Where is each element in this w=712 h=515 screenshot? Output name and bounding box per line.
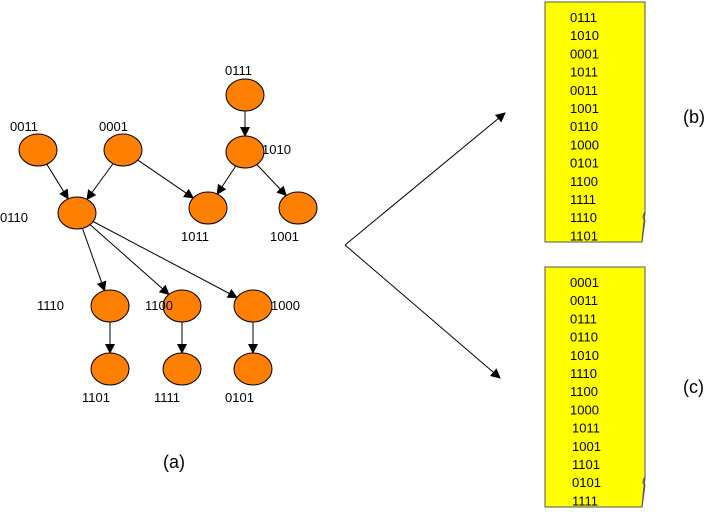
arrow-to-b <box>344 112 506 246</box>
node-label: 1010 <box>262 142 291 157</box>
node-label: 1001 <box>270 229 299 244</box>
node-ellipse <box>225 78 265 112</box>
graph-node: 1010 <box>225 135 291 169</box>
caption-c: (c) <box>683 377 704 397</box>
node-ellipse <box>103 133 143 167</box>
list-item: 1011 <box>570 65 598 80</box>
graph-node: 1110 <box>37 289 130 323</box>
list-item: 0110 <box>570 119 598 134</box>
list-item: 1101 <box>572 457 600 472</box>
list-item: 1010 <box>570 28 599 43</box>
caption-a: (a) <box>163 452 185 472</box>
node-ellipse <box>90 289 130 323</box>
graph-node: 0111 <box>225 63 265 112</box>
edge-1010-1011 <box>216 165 237 195</box>
list-item: 1010 <box>570 348 599 363</box>
list-item: 0001 <box>570 275 599 290</box>
list-item: 1100 <box>570 174 598 189</box>
list-item: 0101 <box>572 475 601 490</box>
list-item: 0111 <box>570 10 597 25</box>
list-item: 1001 <box>572 439 601 454</box>
edge-0001-0110 <box>86 163 114 201</box>
edge-0011-0110 <box>46 163 69 200</box>
node-ellipse <box>18 133 58 167</box>
edge-0110-1100 <box>89 224 170 296</box>
edge-0001-1011 <box>137 159 195 199</box>
caption-b: (b) <box>683 107 705 127</box>
graph-node: 0110 <box>0 196 97 230</box>
list-item: 1111 <box>572 493 598 508</box>
list-item: 0011 <box>570 83 598 98</box>
node-ellipse <box>162 289 202 323</box>
list-item: 0001 <box>570 46 599 61</box>
node-ellipse <box>90 352 130 386</box>
node-label: 0001 <box>99 119 128 134</box>
node-label: 0111 <box>225 63 252 78</box>
graph-node: 1011 <box>181 191 228 244</box>
node-label: 1101 <box>82 390 110 405</box>
node-label: 1011 <box>181 229 209 244</box>
graph-node: 1111 <box>154 352 202 405</box>
arrow-to-c <box>344 244 501 379</box>
list-item: 1110 <box>570 210 597 225</box>
graph-node: 1000 <box>233 289 300 323</box>
graph-node: 0011 <box>10 119 58 167</box>
edge-1010-1001 <box>256 164 287 197</box>
node-ellipse <box>188 191 228 225</box>
list-item: 1100 <box>570 384 598 399</box>
list-b-page: 0111 1010 0001 1011 0011 1001 0110 1000 0101 1100… <box>544 1 646 243</box>
node-label: 0101 <box>225 390 254 405</box>
list-item: 1011 <box>572 421 600 436</box>
list-item: 0110 <box>570 330 598 345</box>
graph-node: 1100 <box>145 289 202 323</box>
edge-0110-1110 <box>81 228 107 292</box>
list-item: 1000 <box>570 402 599 417</box>
node-ellipse <box>278 191 318 225</box>
graph-node: 1101 <box>82 352 130 405</box>
page-curl <box>641 211 646 243</box>
node-ellipse <box>233 289 273 323</box>
list-item: 1111 <box>570 192 596 207</box>
list-c-page: 0001 0011 0111 0110 1010 1110 1100 1000 1011 1001… <box>544 266 646 508</box>
list-item: 0111 <box>570 311 597 326</box>
node-ellipse <box>233 352 273 386</box>
list-item: 1000 <box>570 137 599 152</box>
node-label: 0110 <box>0 210 28 225</box>
node-label: 1110 <box>37 298 64 313</box>
node-label: 1111 <box>154 390 180 405</box>
node-label: 0011 <box>10 119 38 134</box>
node-label: 1000 <box>271 298 300 313</box>
node-label: 1100 <box>145 298 173 313</box>
node-ellipse <box>225 135 265 169</box>
graph-node: 1001 <box>270 191 318 244</box>
list-item: 1101 <box>570 228 598 243</box>
list-item: 1001 <box>570 101 599 116</box>
node-ellipse <box>57 196 97 230</box>
list-item: 0101 <box>570 156 599 171</box>
edge-0110-1000 <box>92 221 238 298</box>
graph-node: 0001 <box>99 119 143 167</box>
list-item: 0011 <box>570 293 598 308</box>
page-curl <box>641 476 646 508</box>
graph-node: 0101 <box>225 352 273 405</box>
node-ellipse <box>162 352 202 386</box>
list-item: 1110 <box>570 366 597 381</box>
